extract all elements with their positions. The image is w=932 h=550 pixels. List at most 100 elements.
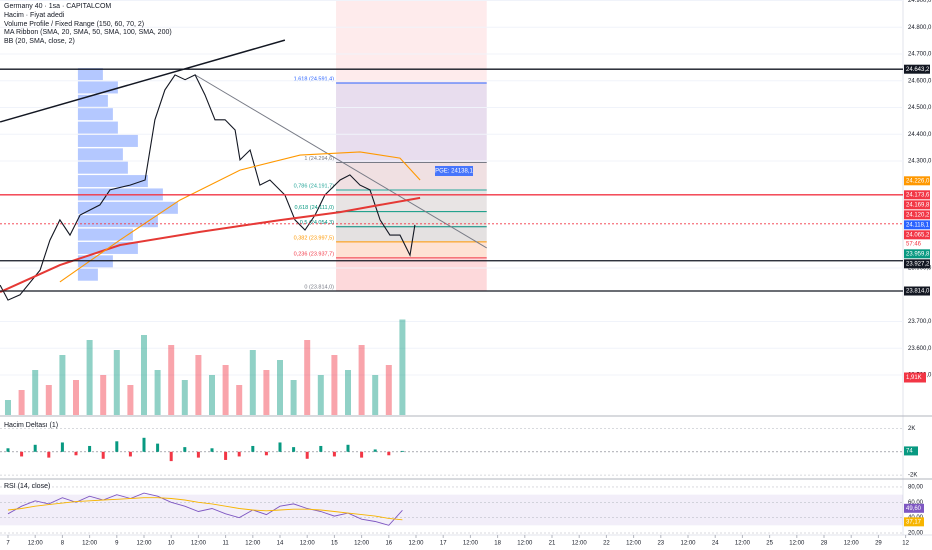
delta-bar	[128, 451, 132, 457]
profile-bar	[77, 268, 98, 281]
profile-bar	[77, 68, 103, 81]
rsi-label-box	[904, 503, 924, 513]
volume-bar	[140, 335, 147, 415]
x-tick-label: 12:00	[844, 541, 860, 547]
price-label: 23.927,2	[906, 261, 930, 267]
delta-bar	[115, 441, 119, 452]
rsi-label: 49,60	[906, 506, 922, 512]
volume-bar	[4, 400, 11, 415]
price-label-box	[904, 286, 930, 296]
x-tick-label: 12:00	[735, 541, 751, 547]
profile-bar	[77, 94, 108, 107]
x-tick-label: 29	[875, 541, 882, 547]
fib-label: 0 (23.814,0)	[304, 284, 334, 290]
delta-bar	[74, 451, 78, 456]
volume-bar	[154, 370, 161, 415]
x-tick-label: 12:00	[626, 541, 642, 547]
y-tick-label: 23.900,0	[908, 266, 932, 272]
price-label-box	[904, 200, 930, 210]
y-tick-label: -2K	[908, 473, 917, 479]
volume-bar	[317, 375, 324, 415]
x-tick-label: 12:00	[300, 541, 316, 547]
legend-line: BB (20, SMA, close, 2)	[4, 38, 75, 45]
volume-bar	[113, 350, 120, 415]
x-tick-label: 12:00	[191, 541, 207, 547]
price-label-box	[904, 259, 930, 269]
x-tick-label: 12:00	[408, 541, 424, 547]
profile-bar	[77, 121, 118, 134]
y-tick-label: 20,00	[908, 531, 924, 537]
profile-bar	[77, 175, 148, 188]
legend-line: Volume Profile / Fixed Range (150, 60, 7…	[4, 21, 144, 28]
trendline	[194, 74, 487, 249]
delta-bar	[33, 444, 37, 452]
delta-bar	[60, 442, 64, 452]
volume-bar	[399, 319, 406, 415]
legend-line: Hacim · Fiyat adedi	[4, 12, 65, 19]
profile-bar	[77, 215, 158, 228]
volume-bar	[18, 390, 25, 415]
delta-bar	[47, 451, 51, 458]
x-tick-label: 12:00	[245, 541, 261, 547]
x-tick-label: 8	[61, 541, 65, 547]
y-tick-label: 23.600,0	[908, 346, 932, 352]
volume-bar	[100, 375, 107, 415]
x-tick-label: 12:00	[517, 541, 533, 547]
delta-bar	[305, 451, 309, 459]
x-tick-label: 21	[549, 541, 556, 547]
y-tick-label: 24.500,0	[908, 105, 932, 111]
delta-bar	[387, 451, 391, 456]
volume-label-box	[904, 372, 926, 383]
profile-bar	[77, 201, 178, 214]
volume-bar	[181, 380, 188, 415]
volume-bar	[127, 385, 134, 415]
delta-bar	[142, 437, 146, 452]
volume-bar	[209, 375, 216, 415]
volume-bar	[331, 355, 338, 415]
volume-bar	[345, 370, 352, 415]
x-tick-label: 25	[766, 541, 773, 547]
fib-label: 0,618 (24.111,0)	[294, 205, 334, 211]
delta-bar	[278, 442, 282, 452]
y-tick-label: 2K	[908, 426, 915, 432]
delta-label: 74	[906, 449, 913, 455]
delta-label-box	[904, 446, 918, 456]
y-tick-label: 24.400,0	[908, 132, 932, 138]
x-tick-label: 17	[440, 541, 447, 547]
annotation: PGE: 24138,1	[435, 169, 473, 175]
volume-bar	[222, 365, 229, 415]
delta-bar	[346, 444, 350, 452]
fib-band	[336, 83, 487, 163]
fib-label: 0,382 (23.997,5)	[294, 235, 335, 241]
rsi-label-box	[904, 517, 924, 527]
fib-band	[336, 257, 487, 292]
delta-bar	[88, 445, 92, 452]
y-tick-label: 24.900,0	[908, 0, 932, 4]
x-tick-label: 7	[6, 541, 10, 547]
trendline	[0, 39, 286, 123]
delta-bar	[360, 451, 364, 458]
volume-bar	[304, 340, 311, 415]
volume-bar	[277, 360, 284, 415]
rsi-band	[0, 494, 903, 526]
volume-bar	[45, 385, 52, 415]
y-tick-label: 24.800,0	[908, 25, 932, 31]
price-label-box	[904, 249, 930, 259]
price-label: 24.173,6	[906, 192, 930, 198]
delta-bar	[373, 449, 377, 452]
delta-bar	[183, 447, 187, 452]
profile-bar	[77, 148, 123, 161]
price-label-box	[904, 230, 930, 240]
x-tick-label: 12:00	[789, 541, 805, 547]
volume-bar	[358, 345, 365, 415]
fib-label: 0,5 (24.054,3)	[300, 220, 334, 226]
rsi-label: 37,17	[906, 519, 922, 525]
x-tick-label: 11	[222, 541, 229, 547]
sell-zone	[336, 0, 487, 292]
profile-bar	[77, 81, 118, 94]
price-label: 24.643,2	[906, 67, 930, 73]
fib-label: 0,786 (24.191,7)	[294, 183, 335, 189]
price-label: 23.814,0	[906, 289, 930, 295]
x-tick-label: 12:00	[680, 541, 696, 547]
